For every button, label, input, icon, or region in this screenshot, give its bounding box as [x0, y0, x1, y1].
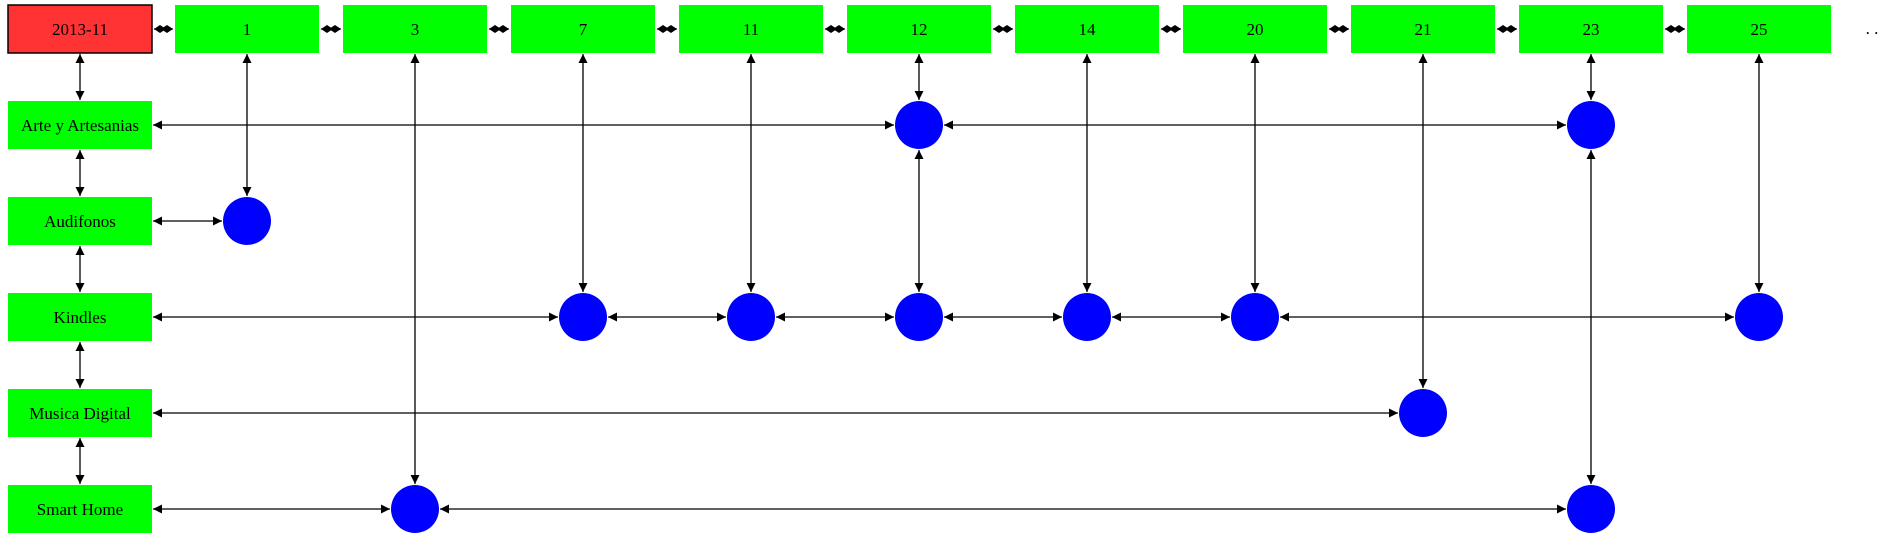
day-box-7-box [511, 5, 655, 53]
cell-dot-3-20 [1231, 293, 1279, 341]
cell-dot-1-12 [895, 101, 943, 149]
category-box-2-box [8, 197, 152, 245]
category-box-2: Audifonos [8, 197, 152, 245]
category-box-1-label: Arte y Artesanias [21, 116, 139, 135]
day-box-21-label: 21 [1415, 20, 1432, 39]
day-box-1-label: 1 [243, 20, 252, 39]
category-box-2-label: Audifonos [44, 212, 116, 231]
day-box-21: 21 [1351, 5, 1495, 53]
category-box-4: Musica Digital [8, 389, 152, 437]
cell-dot-3-14 [1063, 293, 1111, 341]
day-box-23-label: 23 [1583, 20, 1600, 39]
day-box-1-box [175, 5, 319, 53]
day-box-23-box [1519, 5, 1663, 53]
cell-dot-4-21 [1399, 389, 1447, 437]
day-box-7-label: 7 [579, 20, 588, 39]
day-box-25: 25 [1687, 5, 1831, 53]
day-box-23: 23 [1519, 5, 1663, 53]
category-box-1-box [8, 101, 152, 149]
day-box-12: 12 [847, 5, 991, 53]
cell-dot-5-3 [391, 485, 439, 533]
category-box-3-label: Kindles [54, 308, 107, 327]
day-box-25-label: 25 [1751, 20, 1768, 39]
day-box-12-label: 12 [911, 20, 928, 39]
day-box-20-box [1183, 5, 1327, 53]
day-box-7: 7 [511, 5, 655, 53]
cell-dot-2-1 [223, 197, 271, 245]
day-box-1: 1 [175, 5, 319, 53]
cell-dot-3-7 [559, 293, 607, 341]
day-box-20-label: 20 [1247, 20, 1264, 39]
category-box-1: Arte y Artesanias [8, 101, 152, 149]
cell-dot-3-11 [727, 293, 775, 341]
category-box-3: Kindles [8, 293, 152, 341]
day-box-14-box [1015, 5, 1159, 53]
category-box-4-box [8, 389, 152, 437]
category-box-5-box [8, 485, 152, 533]
category-box-5-label: Smart Home [37, 500, 123, 519]
month-header-label: 2013-11 [52, 20, 108, 39]
cell-dot-3-25 [1735, 293, 1783, 341]
day-box-21-box [1351, 5, 1495, 53]
edges-layer [75, 25, 1764, 514]
category-box-4-label: Musica Digital [29, 404, 131, 423]
day-box-3-label: 3 [411, 20, 420, 39]
category-box-3-box [8, 293, 152, 341]
day-box-20: 20 [1183, 5, 1327, 53]
nodes-layer: 2013-11 1 3 7 11 12 14 20 21 23 25 Arte y Artesania… [7, 4, 1879, 533]
day-box-11-box [679, 5, 823, 53]
day-box-11-label: 11 [743, 20, 759, 39]
cell-dot-3-12 [895, 293, 943, 341]
cell-dot-5-23 [1567, 485, 1615, 533]
category-box-5: Smart Home [8, 485, 152, 533]
day-box-3-box [343, 5, 487, 53]
day-box-3: 3 [343, 5, 487, 53]
day-box-25-box [1687, 5, 1831, 53]
day-box-11: 11 [679, 5, 823, 53]
month-header: 2013-11 [7, 4, 153, 54]
month-header-box [7, 4, 153, 54]
day-box-12-box [847, 5, 991, 53]
day-box-14: 14 [1015, 5, 1159, 53]
day-box-14-label: 14 [1079, 20, 1097, 39]
cell-dot-1-23 [1567, 101, 1615, 149]
trailing-ellipsis: . . [1866, 19, 1879, 38]
